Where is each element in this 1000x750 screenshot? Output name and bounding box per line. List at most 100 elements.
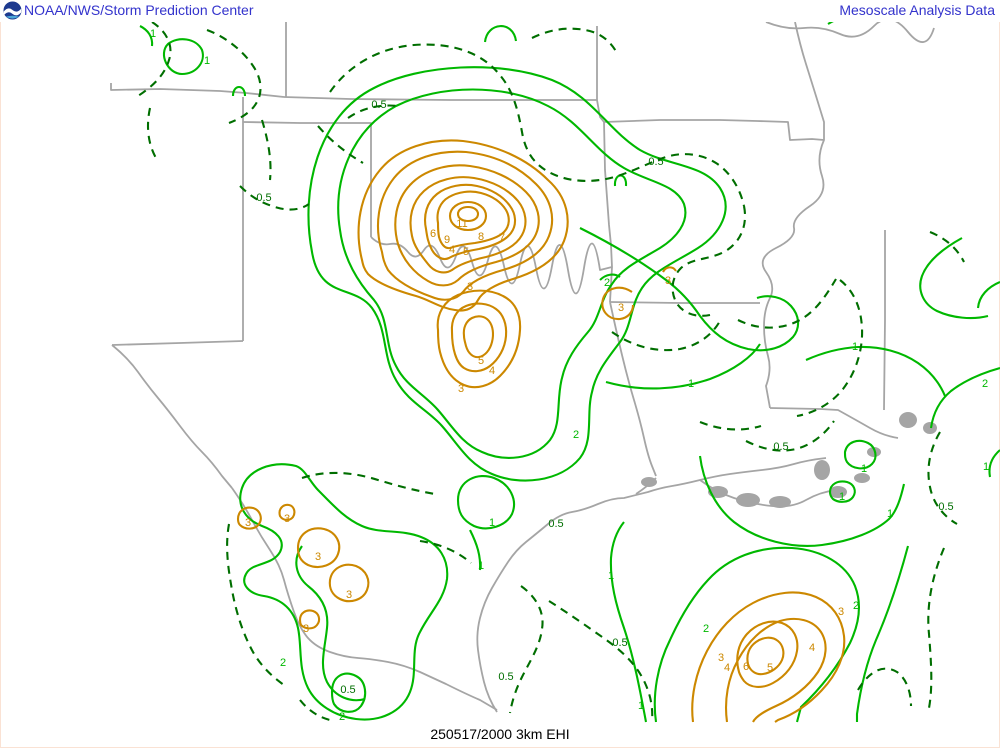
contour-0.5 — [508, 585, 544, 714]
contour-0.5 — [927, 547, 945, 709]
page-header: NOAA/NWS/Storm Prediction Center Mesosca… — [0, 0, 1000, 22]
contour-label: 3 — [467, 281, 473, 293]
contour-1 — [605, 343, 761, 390]
water-blob — [829, 486, 847, 498]
contour-3 — [436, 289, 522, 389]
contour-1 — [828, 480, 856, 503]
contour-label: 0.5 — [548, 518, 563, 530]
contour-label: 1 — [688, 378, 694, 390]
contour-2 — [579, 227, 800, 352]
contour-label: 3 — [315, 551, 321, 563]
contour-2 — [599, 273, 621, 281]
site-title-link[interactable]: NOAA/NWS/Storm Prediction Center — [24, 2, 254, 18]
contour-3 — [296, 527, 341, 568]
contour-label: 3 — [245, 517, 251, 529]
contour-1 — [988, 449, 1000, 478]
state-border-line — [283, 96, 597, 101]
contour-label: 2 — [853, 600, 859, 612]
water-blob — [854, 473, 870, 483]
contour-0.5 — [301, 471, 436, 496]
state-border-line — [111, 344, 233, 489]
contour-label: 3 — [303, 623, 309, 635]
mesoscale-analysis-link[interactable]: Mesoscale Analysis Data — [839, 2, 995, 18]
contour-label: 3 — [458, 383, 464, 395]
contour-0.5 — [329, 43, 746, 207]
contour-0.5 — [419, 539, 472, 564]
contour-3 — [691, 591, 846, 723]
water-blob — [899, 412, 917, 428]
state-border-line — [476, 457, 827, 713]
contour-0.5 — [611, 318, 722, 352]
contour-0.5 — [737, 278, 837, 329]
contour-2 — [976, 281, 1000, 309]
contour-label: 3 — [838, 606, 844, 618]
contour-5 — [394, 164, 540, 287]
contour-label: 0.5 — [371, 99, 386, 111]
contour-0.5 — [927, 431, 958, 525]
state-border-line — [231, 487, 498, 711]
contour-label: 1 — [478, 560, 484, 572]
contour-label: 4 — [724, 662, 730, 674]
contour-1 — [139, 25, 154, 47]
contour-label: 3 — [284, 513, 290, 525]
contour-0.5 — [330, 672, 367, 713]
contour-label: 4 — [489, 365, 495, 377]
contour-label: 5 — [767, 662, 773, 674]
water-blob — [814, 460, 830, 480]
contour-label: 0.5 — [938, 501, 953, 513]
contour-label: 2 — [339, 711, 345, 723]
state-border-line — [596, 99, 613, 303]
state-border-line — [603, 119, 825, 141]
water-blob — [641, 477, 657, 487]
contour-4 — [376, 150, 554, 301]
contour-1 — [698, 455, 906, 547]
contour-0.5 — [239, 185, 310, 211]
contour-1 — [231, 85, 247, 97]
contour-1 — [613, 174, 628, 187]
contour-6 — [746, 636, 785, 676]
contour-label: 1 — [489, 517, 495, 529]
contour-4 — [450, 302, 508, 373]
contour-label: 6 — [743, 661, 749, 673]
contour-3 — [662, 266, 677, 273]
contour-9 — [448, 200, 488, 232]
state-border-line — [883, 230, 886, 411]
contour-label: 2 — [604, 277, 610, 289]
contour-0.5 — [531, 27, 619, 56]
contour-3 — [236, 506, 262, 530]
contour-label: 1 — [150, 28, 156, 40]
contour-8 — [436, 190, 510, 250]
contour-2 — [855, 545, 910, 722]
contour-label: 0.5 — [648, 156, 663, 168]
state-border-line — [761, 21, 825, 409]
contour-0.5 — [745, 420, 835, 452]
contour-label: 6 — [430, 228, 436, 240]
state-border-line — [242, 121, 372, 237]
state-border-line — [111, 340, 244, 346]
contour-2 — [929, 366, 1000, 429]
contour-5 — [736, 620, 799, 688]
contour-7 — [423, 183, 517, 261]
water-blob — [736, 493, 760, 507]
contour-label: 1 — [861, 463, 867, 475]
contour-label: 1 — [839, 491, 845, 503]
contour-1 — [469, 529, 482, 571]
contour-label: 2 — [573, 429, 579, 441]
contour-label: 0.5 — [256, 192, 271, 204]
contour-label: 1 — [638, 700, 644, 712]
contour-0.5 — [857, 667, 913, 707]
contour-5 — [462, 315, 495, 359]
contour-0.5 — [260, 119, 272, 181]
contour-0.5 — [548, 600, 654, 722]
contour-1 — [483, 25, 518, 43]
contour-11 — [456, 205, 480, 223]
contour-label: 5 — [463, 246, 469, 258]
contour-label: 1 — [983, 461, 989, 473]
contour-1 — [456, 475, 516, 530]
state-border-line — [769, 407, 899, 439]
contour-0.5 — [146, 107, 157, 159]
contour-label: 11 — [456, 218, 467, 230]
contour-0.5 — [796, 279, 864, 418]
